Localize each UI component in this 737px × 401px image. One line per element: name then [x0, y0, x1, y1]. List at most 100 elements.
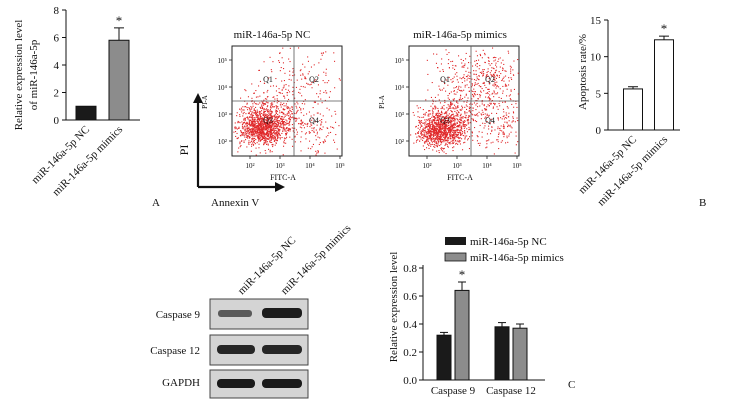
- flow-dot: [489, 64, 491, 66]
- flow-dot: [271, 124, 273, 126]
- flow-dot: [447, 145, 449, 147]
- flow-dot: [424, 113, 426, 115]
- flow-dot: [486, 73, 488, 75]
- flow-dot: [446, 114, 448, 116]
- flow-dot: [449, 119, 451, 121]
- flow-dot: [431, 134, 433, 136]
- flow-dot: [300, 150, 302, 152]
- wb-band-casp9-nc: [218, 310, 252, 317]
- flow-dot: [286, 114, 288, 116]
- flow-dot: [446, 144, 448, 146]
- flow-dot: [434, 121, 436, 123]
- flow-dot: [286, 120, 288, 122]
- flow-dot: [321, 119, 323, 121]
- flow-dot: [270, 126, 272, 128]
- flow-dot: [463, 76, 465, 78]
- flow-dot: [442, 116, 444, 118]
- flow-dot: [256, 103, 258, 105]
- flow-dot: [493, 91, 495, 93]
- flow-dot: [274, 130, 276, 132]
- flow-dot: [439, 113, 441, 115]
- flow-dot: [439, 133, 441, 135]
- flow-dot: [238, 127, 240, 129]
- flow-dot: [448, 117, 450, 119]
- flow-dot: [445, 143, 447, 145]
- flow-dot: [256, 134, 258, 136]
- flow-dot: [276, 98, 278, 100]
- flow-dot: [453, 98, 455, 100]
- flow-dot: [437, 119, 439, 121]
- flow-dot: [474, 82, 476, 84]
- flow-dot: [423, 137, 425, 139]
- flow-dot: [271, 133, 273, 135]
- flow-dot: [440, 108, 442, 110]
- panel-c-letter: C: [568, 379, 575, 391]
- flow-dot: [274, 132, 276, 134]
- flow-dot: [265, 114, 267, 116]
- flow-dot: [472, 65, 474, 67]
- flow-dot: [438, 122, 440, 124]
- flow-dot: [441, 112, 443, 114]
- flow-dot: [248, 133, 250, 135]
- flow-dot: [280, 118, 282, 120]
- flow-dot: [283, 118, 285, 120]
- flow-dot: [270, 69, 272, 71]
- flow-dot: [250, 150, 252, 152]
- flow-dot: [426, 138, 428, 140]
- flow-dot: [317, 150, 319, 152]
- flow-dot: [273, 130, 275, 132]
- flow-dot: [440, 63, 442, 65]
- flow-dot: [430, 105, 432, 107]
- flow-dot: [432, 108, 434, 110]
- flow-dot: [318, 62, 320, 64]
- flow-dot: [474, 83, 476, 85]
- flow-dot: [427, 113, 429, 115]
- flow-dot: [464, 78, 466, 80]
- flow-dot: [468, 116, 470, 118]
- flow-dot: [277, 124, 279, 126]
- flow-dot: [244, 136, 246, 138]
- flow-dot: [504, 101, 506, 103]
- flow-dot: [235, 127, 237, 129]
- flow-dot: [260, 112, 262, 114]
- flow-dot: [314, 101, 316, 103]
- flow-dot: [442, 133, 444, 135]
- flow-dot: [433, 140, 435, 142]
- flow-dot: [502, 68, 504, 70]
- flow-dot: [273, 125, 275, 127]
- flow-dot: [300, 141, 302, 143]
- flow-dot: [271, 135, 273, 137]
- flow-dot: [443, 148, 445, 150]
- flow-dot: [506, 135, 508, 137]
- bar-1: [108, 39, 130, 121]
- flow-dot: [259, 124, 261, 126]
- flow-dot: [284, 130, 286, 132]
- flow-dot: [441, 124, 443, 126]
- flow-dot: [468, 107, 470, 109]
- flow-dot: [273, 127, 275, 129]
- flow-dot: [297, 109, 299, 111]
- flow-dot: [307, 73, 309, 75]
- flow-dot: [461, 62, 463, 64]
- flow-dot: [442, 138, 444, 140]
- flow-dot: [460, 89, 462, 91]
- flow-dot: [313, 101, 315, 103]
- c-y-tick-label-2: 0.4: [403, 319, 417, 331]
- flow-dot: [247, 137, 249, 139]
- flow-dot: [299, 92, 301, 94]
- flow-dot: [484, 122, 486, 124]
- flow-dot: [480, 55, 482, 57]
- flow-dot: [275, 109, 277, 111]
- flow-dot: [503, 124, 505, 126]
- flow-dot: [442, 127, 444, 129]
- flow-dot: [498, 75, 500, 77]
- flow-dot: [272, 134, 274, 136]
- flow-dot: [457, 88, 459, 90]
- flow-dot: [515, 131, 517, 133]
- flow-dot: [267, 115, 269, 117]
- flow-dot: [436, 127, 438, 129]
- flow-dot: [255, 120, 257, 122]
- flow-dot: [257, 117, 259, 119]
- flow-dot: [466, 79, 468, 81]
- flow-dot: [513, 106, 515, 108]
